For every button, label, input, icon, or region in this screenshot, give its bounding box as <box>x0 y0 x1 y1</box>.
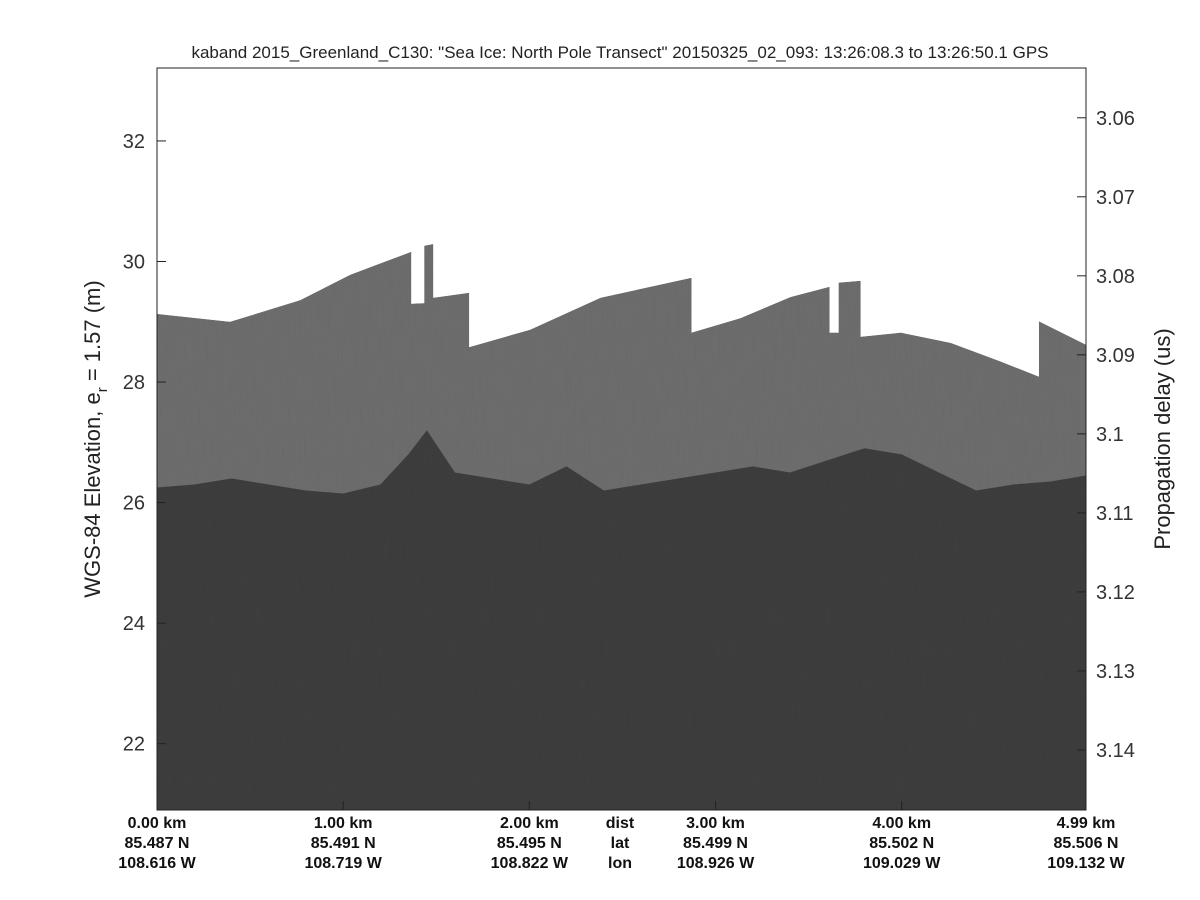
y2-tick-label: 3.13 <box>1096 661 1135 683</box>
lon-label: 108.719 W <box>304 855 382 872</box>
x-tick-label: 1.00 km <box>314 815 373 832</box>
plot-area <box>157 68 1086 810</box>
lon-label: 108.822 W <box>491 855 569 872</box>
empty-area <box>157 68 1086 377</box>
y-label-main: WGS-84 Elevation, e <box>80 392 105 597</box>
y-tick-label: 24 <box>123 613 145 635</box>
y2-tick-label: 3.08 <box>1096 266 1135 288</box>
y-tick-label: 22 <box>123 734 145 756</box>
y2-tick-label: 3.11 <box>1096 503 1133 525</box>
y2-axis-label: Propagation delay (us) <box>1150 328 1175 549</box>
lat-label: 85.506 N <box>1054 835 1119 852</box>
lon-label: 108.926 W <box>677 855 755 872</box>
y2-tick-label: 3.07 <box>1096 187 1135 209</box>
lat-label: 85.499 N <box>683 835 748 852</box>
lat-label: 85.491 N <box>311 835 376 852</box>
row-label: lon <box>608 855 632 872</box>
lat-label: 85.495 N <box>497 835 562 852</box>
lon-label: 109.029 W <box>863 855 941 872</box>
x-tick-label: 0.00 km <box>128 815 187 832</box>
row-label: lat <box>611 835 630 852</box>
row-label: dist <box>606 815 635 832</box>
y2-tick-label: 3.09 <box>1096 345 1135 367</box>
lat-label: 85.487 N <box>125 835 190 852</box>
x-tick-label: 3.00 km <box>686 815 745 832</box>
y2-tick-label: 3.1 <box>1096 424 1124 446</box>
y-tick-label: 28 <box>123 372 145 394</box>
lat-label: 85.502 N <box>869 835 934 852</box>
y-tick-label: 32 <box>123 131 145 153</box>
lon-label: 108.616 W <box>118 855 196 872</box>
y-axis-label: WGS-84 Elevation, er = 1.57 (m) <box>80 280 111 597</box>
x-tick-label: 4.00 km <box>872 815 931 832</box>
y-tick-label: 30 <box>123 251 145 273</box>
y2-tick-label: 3.12 <box>1096 582 1135 604</box>
y-label-sub: r <box>94 387 111 392</box>
y2-tick-label: 3.06 <box>1096 108 1135 130</box>
axes-box <box>156 67 1087 811</box>
y-label-rest: = 1.57 (m) <box>80 280 105 387</box>
y2-tick-label: 3.14 <box>1096 740 1135 762</box>
x-tick-label: 2.00 km <box>500 815 559 832</box>
x-tick-label: 4.99 km <box>1057 815 1116 832</box>
y-tick-label: 26 <box>123 493 145 515</box>
chart-title: kaband 2015_Greenland_C130: "Sea Ice: No… <box>191 43 1048 62</box>
lon-label: 109.132 W <box>1047 855 1125 872</box>
